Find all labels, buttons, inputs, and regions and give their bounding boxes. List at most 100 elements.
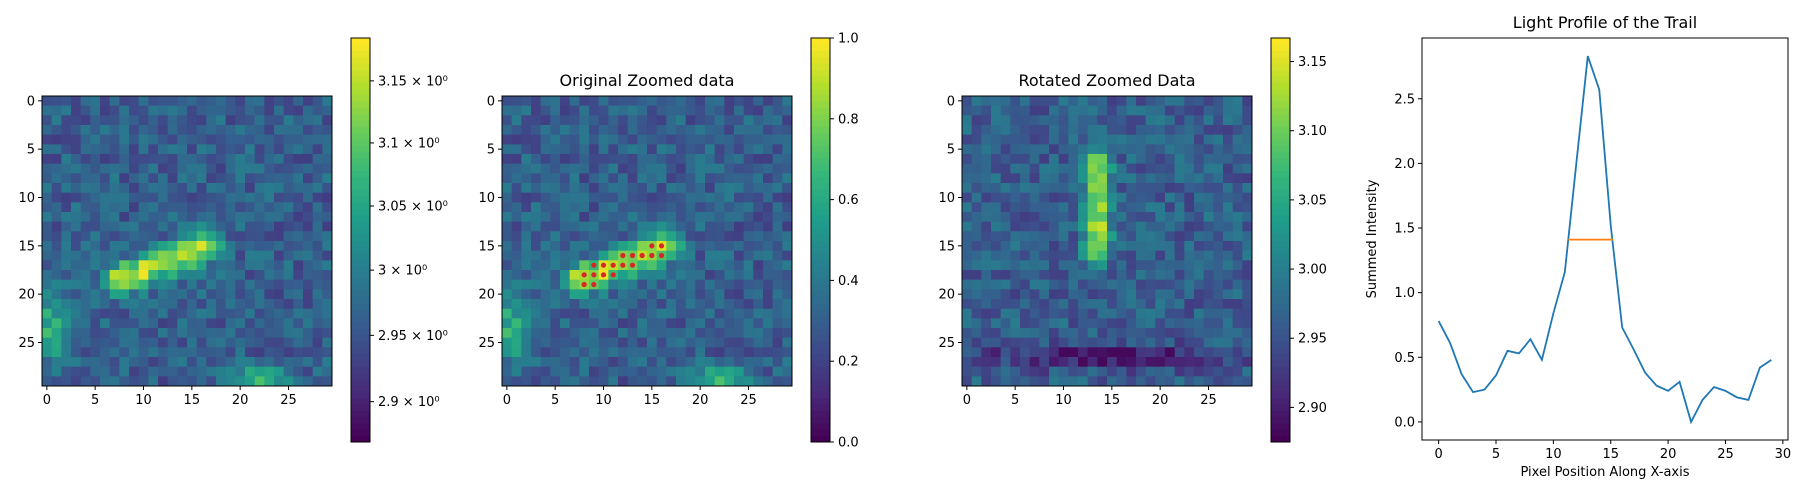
heatmap-cell — [1213, 125, 1224, 136]
heatmap-cell — [225, 96, 236, 107]
heatmap-cell — [608, 154, 619, 165]
heatmap-cell — [51, 308, 62, 319]
heatmap-cell — [685, 260, 696, 271]
heatmap-cell — [119, 250, 130, 261]
heatmap-cell — [676, 279, 687, 290]
heatmap-cell — [666, 337, 677, 348]
heatmap-cell — [685, 250, 696, 261]
heatmap-cell — [42, 260, 53, 271]
heatmap-cell — [1087, 105, 1098, 116]
heatmap-cell — [962, 366, 973, 377]
heatmap-cell — [962, 192, 973, 203]
heatmap-cell — [981, 289, 992, 300]
heatmap-cell — [1029, 357, 1040, 368]
heatmap-cell — [293, 115, 304, 126]
heatmap-cell — [100, 250, 111, 261]
heatmap-cell — [158, 347, 169, 358]
heatmap-cell — [695, 115, 706, 126]
x-tick-label: 15 — [644, 393, 661, 408]
heatmap-cell — [618, 308, 629, 319]
colorbar-segment — [811, 353, 830, 361]
heatmap-cell — [705, 289, 716, 300]
heatmap-cell — [119, 105, 130, 116]
heatmap-cell — [196, 231, 207, 242]
colorbar-segment — [811, 378, 830, 386]
heatmap-cell — [51, 96, 62, 107]
heatmap-cell — [225, 337, 236, 348]
colorbar-segment — [1271, 296, 1290, 304]
heatmap-cell — [981, 337, 992, 348]
heatmap-cell — [550, 173, 561, 184]
heatmap-cell — [981, 270, 992, 281]
heatmap-cell — [303, 328, 314, 339]
heatmap-cell — [71, 134, 82, 145]
heatmap-cell — [618, 183, 629, 194]
heatmap-cell — [264, 221, 275, 232]
heatmap-cell — [1010, 260, 1021, 271]
heatmap-cell — [1136, 289, 1147, 300]
heatmap-cell — [502, 260, 513, 271]
heatmap-cell — [743, 144, 754, 155]
x-tick-label: 0 — [1434, 447, 1442, 462]
heatmap-cell — [627, 173, 638, 184]
colorbar-segment — [1271, 435, 1290, 443]
heatmap-cell — [109, 231, 120, 242]
heatmap-cell — [763, 337, 774, 348]
heatmap-cell — [1126, 270, 1137, 281]
heatmap-cell — [80, 192, 91, 203]
heatmap-cell — [129, 347, 140, 358]
colorbar-segment — [351, 151, 370, 159]
heatmap-cell — [322, 202, 333, 213]
heatmap-cells — [962, 96, 1253, 387]
heatmap-cell — [322, 183, 333, 194]
colorbar-segment — [811, 416, 830, 424]
heatmap-cell — [685, 241, 696, 252]
heatmap-cell — [303, 289, 314, 300]
heatmap-cell — [550, 328, 561, 339]
heatmap-cell — [1000, 221, 1011, 232]
heatmap-cell — [1155, 366, 1166, 377]
heatmap-cell — [971, 241, 982, 252]
heatmap-cell — [283, 376, 294, 387]
heatmap-cell — [303, 337, 314, 348]
colorbar-segment — [811, 423, 830, 430]
heatmap-cell — [158, 241, 169, 252]
heatmap-cell — [100, 337, 111, 348]
heatmap-cell — [705, 299, 716, 310]
heatmap-cell — [714, 250, 725, 261]
colorbar-segment — [351, 44, 370, 52]
heatmap-cell — [80, 202, 91, 213]
heatmap-cell — [177, 125, 188, 136]
heatmap-title: Rotated Zoomed Data — [1018, 71, 1195, 90]
heatmap-cell — [1174, 347, 1185, 358]
colorbar-segment — [351, 309, 370, 317]
heatmap-cell — [560, 328, 571, 339]
heatmap-cell — [100, 105, 111, 116]
heatmap-cell — [656, 328, 667, 339]
heatmap-cell — [550, 144, 561, 155]
heatmap-cell — [1078, 250, 1089, 261]
heatmap-cell — [1116, 192, 1127, 203]
heatmap-cell — [724, 134, 735, 145]
heatmap-cell — [1184, 173, 1195, 184]
heatmap-cell — [1078, 221, 1089, 232]
heatmap-cell — [225, 318, 236, 329]
heatmap-cell — [647, 270, 658, 281]
y-tick-label: 20 — [938, 288, 955, 303]
heatmap-cell — [225, 144, 236, 155]
heatmap-cell — [782, 192, 793, 203]
x-tick-label: 25 — [280, 393, 297, 408]
heatmap-cell — [521, 347, 532, 358]
heatmap-cell — [322, 134, 333, 145]
heatmap-cell — [1068, 134, 1079, 145]
heatmap-cell — [724, 154, 735, 165]
heatmap-cell — [1213, 163, 1224, 174]
heatmap-cell — [1184, 125, 1195, 136]
heatmap-cell — [80, 134, 91, 145]
heatmap-cell — [724, 308, 735, 319]
colorbar-segment — [351, 397, 370, 405]
heatmap-cell — [274, 308, 285, 319]
heatmap-cell — [216, 134, 227, 145]
heatmap-cell — [138, 183, 149, 194]
heatmap-cell — [1136, 357, 1147, 368]
